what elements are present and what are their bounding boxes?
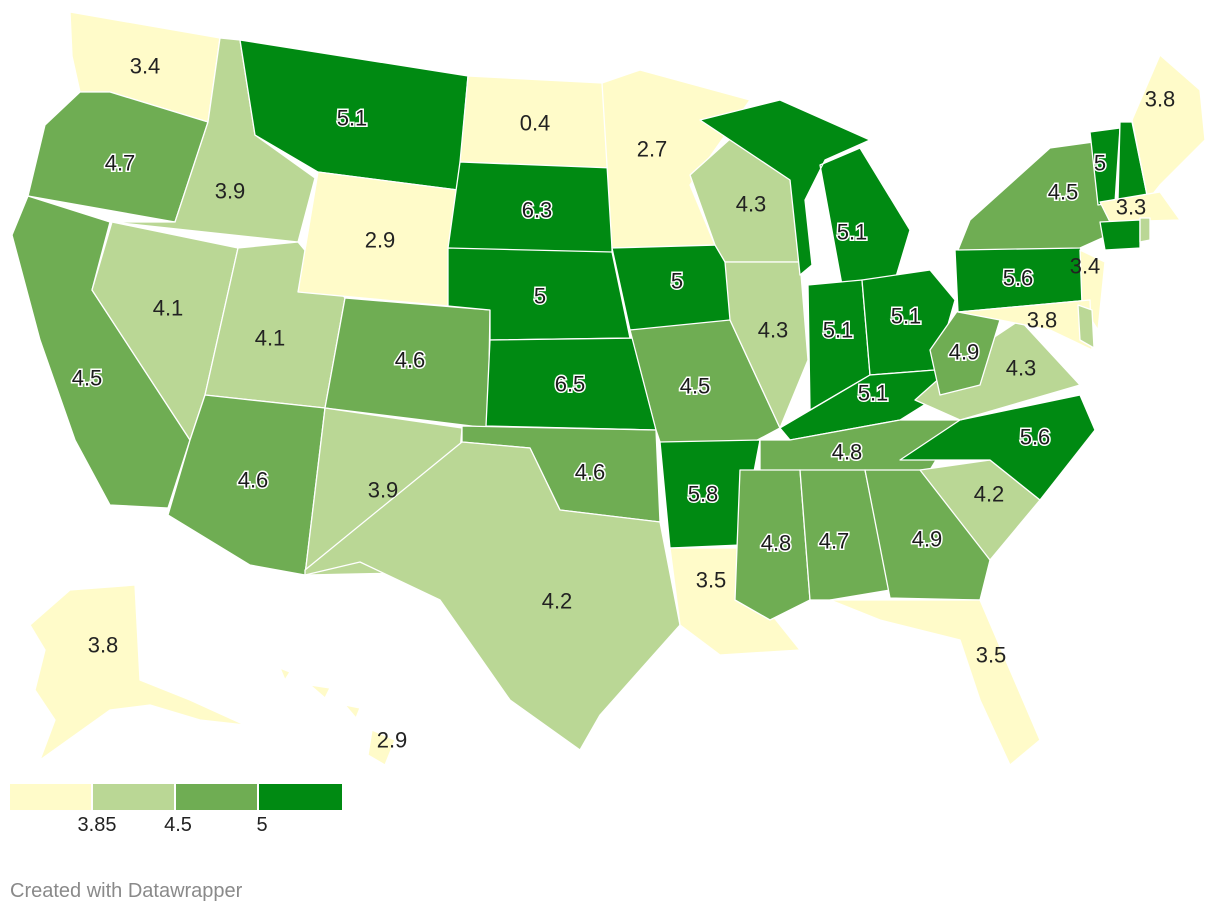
legend-swatch-2 [93,784,174,810]
state-value-ar: 5.8 [688,482,719,507]
state-value-wa: 3.4 [130,54,161,79]
state-value-nd: 0.4 [520,111,551,136]
state-de [1077,304,1095,349]
state-value-ma: 3.3 [1116,195,1147,220]
state-value-ms: 4.8 [761,531,792,556]
state-value-al: 4.7 [819,529,850,554]
state-value-ne: 5 [534,284,546,309]
state-value-mt: 5.1 [337,106,368,131]
state-value-ok: 4.6 [575,460,606,485]
state-tx [304,441,681,751]
legend-threshold-3: 5 [256,814,268,836]
state-value-nc: 5.6 [1020,425,1051,450]
state-value-ks: 6.5 [555,372,586,397]
state-value-pa: 5.6 [1003,266,1034,291]
state-ma [1099,191,1181,223]
state-value-sc: 4.2 [974,482,1005,507]
legend-swatch-1 [10,784,91,810]
state-value-wi: 4.3 [736,192,767,217]
state-value-sd: 6.3 [522,198,553,223]
state-mi [699,99,911,286]
legend-swatch-4 [259,784,342,810]
state-hi [279,667,396,766]
state-value-wy: 2.9 [365,228,396,253]
state-fl [829,599,1041,766]
state-value-md: 3.8 [1027,308,1058,333]
state-ak [29,584,246,761]
state-value-tx: 4.2 [542,589,573,614]
legend-color-bar [10,784,342,810]
state-value-mo: 4.5 [680,374,711,399]
state-value-vt: 5 [1094,151,1106,176]
state-value-va: 4.3 [1006,356,1037,381]
state-ri [1139,217,1151,243]
state-value-fl: 3.5 [976,643,1007,668]
state-value-ak: 3.8 [88,633,119,658]
state-value-nm: 3.9 [368,478,399,503]
state-value-hi: 2.9 [377,728,408,753]
state-value-mi: 5.1 [837,220,868,245]
state-value-mn: 2.7 [637,137,668,162]
legend-threshold-2: 4.5 [164,814,192,836]
state-value-nj: 3.4 [1070,254,1101,279]
state-al [799,469,891,601]
state-value-ia: 5 [671,269,683,294]
state-value-in: 5.1 [823,318,854,343]
state-value-tn: 4.8 [832,440,863,465]
state-value-or: 4.7 [105,151,136,176]
state-value-il: 4.3 [758,318,789,343]
legend-swatch-3 [176,784,257,810]
state-ct [1099,219,1141,251]
state-ms [734,469,811,621]
state-ga [864,469,991,601]
state-ca [11,195,191,509]
state-value-ky: 5.1 [858,381,889,406]
credit-text: Created with Datawrapper [10,880,243,902]
state-value-ca: 4.5 [72,366,103,391]
state-value-oh: 5.1 [891,304,922,329]
state-value-az: 4.6 [238,468,269,493]
state-value-nv: 4.1 [153,296,184,321]
state-value-wv: 4.9 [949,340,980,365]
state-value-ny: 4.5 [1048,180,1079,205]
legend-threshold-1: 3.85 [77,814,117,836]
state-value-me: 3.8 [1145,87,1176,112]
state-value-ga: 4.9 [912,527,943,552]
state-value-co: 4.6 [395,348,426,373]
state-value-id: 3.9 [215,179,246,204]
state-value-ut: 4.1 [255,326,286,351]
state-il [724,261,809,429]
state-value-la: 3.5 [696,568,727,593]
state-md [957,299,1093,351]
